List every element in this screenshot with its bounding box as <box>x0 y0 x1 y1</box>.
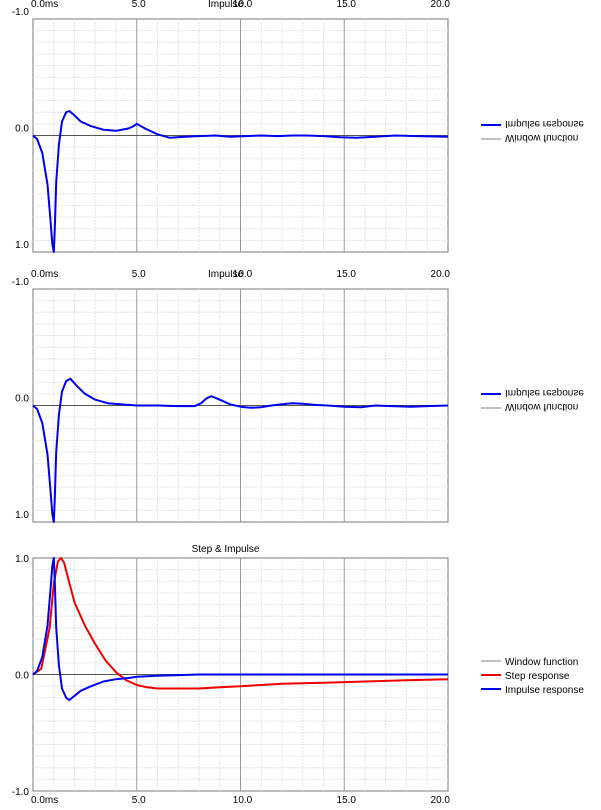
y-tick-label: 0.0 <box>15 124 29 135</box>
y-tick-label: 1.0 <box>15 510 29 521</box>
x-tick-label: 15.0 <box>337 270 357 280</box>
x-tick-label: 0.0ms <box>31 795 58 806</box>
x-tick-label: 10.0 <box>233 270 253 280</box>
x-tick-label: 5.0 <box>132 270 146 280</box>
x-tick-label: 20.0 <box>431 795 451 806</box>
legend-label: Impulse response <box>505 387 584 398</box>
x-tick-label: 15.0 <box>337 795 357 806</box>
legend-label: Impulse response <box>505 685 584 696</box>
impulse-response-line <box>32 377 449 523</box>
x-tick-label: 5.0 <box>132 795 146 806</box>
plot-area: 0.0ms 5.0 10.0 15.0 20.0 1.0 0.0 -1.0 <box>12 554 451 806</box>
legend-label: Window function <box>505 657 578 668</box>
chart-title: Impulse <box>208 270 243 280</box>
plot-area: 0.0ms 5.0 10.0 15.0 20.0 1.0 0.0 -1.0 Impulse <box>12 0 451 253</box>
chart-legend: Window function Step response Impulse resp… <box>481 657 584 696</box>
chart-title: Step & Impulse <box>192 544 260 555</box>
y-tick-label: 0.0 <box>15 671 29 682</box>
plot-area: 0.0ms 5.0 10.0 15.0 20.0 1.0 0.0 -1.0 Impulse <box>12 270 451 523</box>
y-tick-label: 0.0 <box>15 394 29 405</box>
chart-title: Impulse <box>208 0 243 10</box>
y-tick-label: -1.0 <box>12 277 30 288</box>
legend-label: Impulse response <box>505 118 584 129</box>
x-tick-label: 0.0ms <box>31 0 58 10</box>
x-tick-label: 20.0 <box>431 0 451 10</box>
impulse-chart-middle: 0.0ms 5.0 10.0 15.0 20.0 1.0 0.0 -1.0 Impulse Im… <box>12 270 584 523</box>
chart-legend: Impulse response Window function <box>481 387 584 412</box>
impulse-chart-top: 0.0ms 5.0 10.0 15.0 20.0 1.0 0.0 -1.0 Impulse Im… <box>12 0 584 253</box>
chart-legend: Impulse response Window function <box>481 118 584 143</box>
y-tick-label: -1.0 <box>12 787 30 798</box>
legend-label: Window function <box>505 132 578 143</box>
x-tick-label: 15.0 <box>337 0 357 10</box>
y-tick-label: 1.0 <box>15 554 29 565</box>
y-tick-label: -1.0 <box>12 7 30 18</box>
impulse-response-line <box>32 110 449 253</box>
x-tick-label: 20.0 <box>431 270 451 280</box>
x-tick-label: 0.0ms <box>31 270 58 280</box>
x-tick-label: 10.0 <box>233 795 253 806</box>
x-tick-label: 5.0 <box>132 0 146 10</box>
y-tick-label: 1.0 <box>15 240 29 251</box>
step-response-line <box>32 557 449 690</box>
legend-label: Step response <box>505 671 570 682</box>
step-impulse-chart: 0.0ms 5.0 10.0 15.0 20.0 1.0 0.0 -1.0 Window fu… <box>12 544 585 806</box>
impulse-response-line <box>32 557 448 702</box>
x-tick-label: 10.0 <box>233 0 253 10</box>
legend-label: Window function <box>505 401 578 412</box>
